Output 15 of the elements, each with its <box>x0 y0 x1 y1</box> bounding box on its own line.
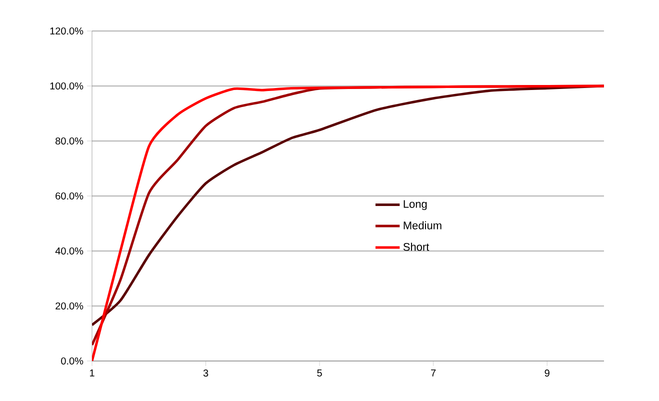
y-tick-label: 80.0% <box>56 137 84 145</box>
legend-label: Short <box>403 242 430 251</box>
y-tick-label: 40.0% <box>55 247 84 255</box>
y-tick-label: 100.0% <box>50 82 84 90</box>
x-tick-label: 5 <box>317 370 322 376</box>
x-tick-label: 3 <box>203 370 208 377</box>
y-tick-label: 0.0% <box>61 357 84 365</box>
legend-label: Long <box>404 200 427 210</box>
x-tick-label: 7 <box>431 370 436 376</box>
x-tick-label: 1 <box>90 370 94 376</box>
y-tick-label: 60.0% <box>56 192 84 200</box>
y-tick-label: 20.0% <box>56 302 84 310</box>
y-tick-label: 120.0% <box>50 27 84 35</box>
legend-label: Medium <box>404 221 442 230</box>
x-tick-label: 9 <box>544 370 550 377</box>
